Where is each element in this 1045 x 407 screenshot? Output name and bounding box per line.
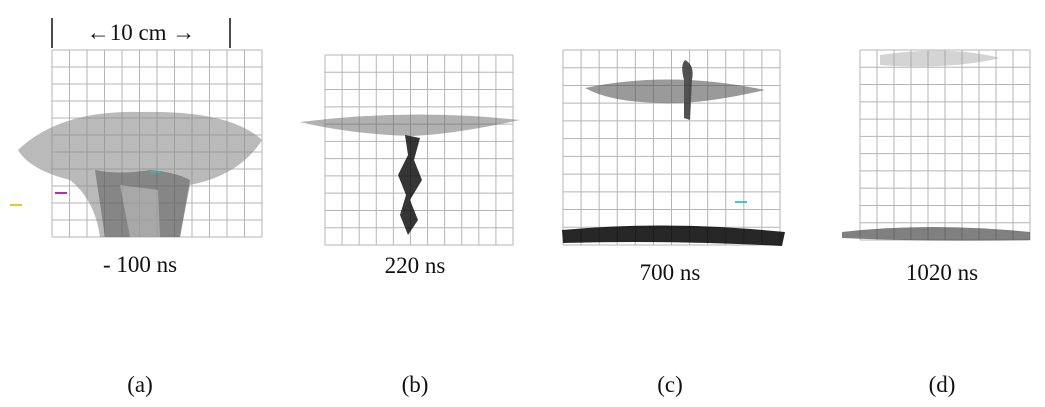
scale-label: ←10 cm →	[87, 20, 196, 45]
time-label: 220 ns	[385, 253, 446, 278]
panel-label: (c)	[657, 372, 683, 397]
time-label: 700 ns	[640, 260, 701, 285]
time-label: 1020 ns	[906, 260, 978, 285]
scale-bar: ←10 cm →	[51, 18, 231, 48]
plasma-images	[10, 50, 1030, 246]
time-label: - 100 ns	[103, 252, 177, 277]
labels: - 100 ns (a) 220 ns (b) 700 ns (c) 1020 ns (d)	[103, 252, 978, 397]
panel-label: (a)	[127, 372, 153, 397]
panel-label: (d)	[929, 372, 956, 397]
panel-label: (b)	[402, 372, 429, 397]
